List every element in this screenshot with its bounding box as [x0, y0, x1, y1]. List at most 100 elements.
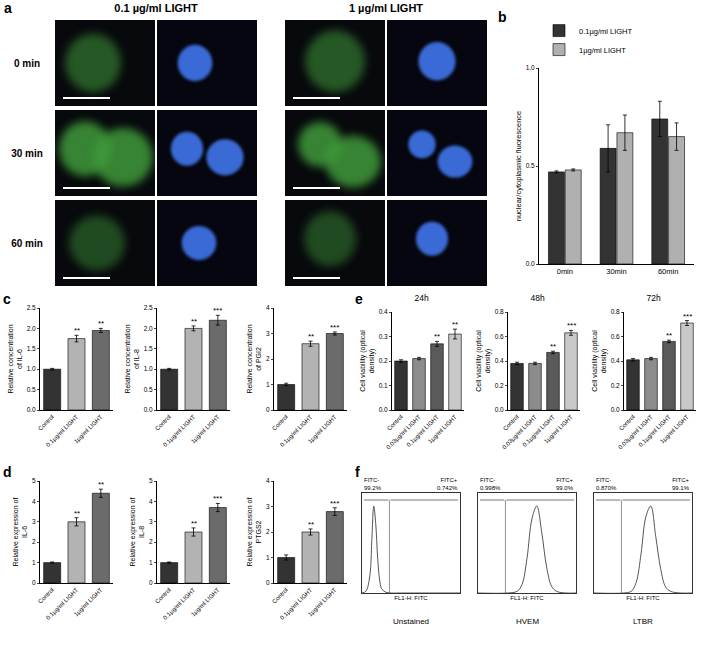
svg-text:1 µg/ml LIGHT: 1 µg/ml LIGHT	[349, 2, 423, 14]
svg-text:1µg/ml LIGHT: 1µg/ml LIGHT	[307, 587, 338, 618]
svg-text:2: 2	[149, 538, 153, 545]
svg-text:Control: Control	[502, 414, 520, 432]
svg-text:0.0: 0.0	[495, 406, 504, 413]
svg-text:2.5: 2.5	[27, 304, 36, 311]
svg-text:3: 3	[266, 330, 270, 337]
svg-text:FITC+0.742%: FITC+0.742%	[437, 477, 458, 491]
svg-text:4: 4	[266, 477, 270, 484]
svg-text:HVEM: HVEM	[516, 617, 539, 626]
svg-text:FITC+99.1%: FITC+99.1%	[672, 477, 690, 491]
svg-text:30 min: 30 min	[11, 148, 43, 159]
svg-text:5: 5	[149, 477, 153, 484]
svg-text:0.0: 0.0	[611, 406, 620, 413]
svg-text:5: 5	[32, 477, 36, 484]
svg-text:0.1: 0.1	[379, 382, 388, 389]
svg-text:0.5: 0.5	[27, 386, 36, 393]
svg-text:0.1µg/ml LIGHT: 0.1µg/ml LIGHT	[638, 414, 673, 449]
svg-text:nuclear/cytoplasmic fluorescen: nuclear/cytoplasmic fluorescence	[514, 111, 523, 221]
svg-text:0.2: 0.2	[611, 382, 620, 389]
svg-text:FITC-0.870%: FITC-0.870%	[596, 477, 617, 491]
svg-text:2: 2	[266, 528, 270, 535]
svg-text:**: **	[74, 326, 80, 335]
svg-text:1µg/ml LIGHT: 1µg/ml LIGHT	[659, 414, 690, 445]
svg-text:LTBR: LTBR	[633, 617, 653, 626]
svg-text:Control: Control	[154, 587, 172, 605]
svg-text:72h: 72h	[647, 293, 661, 303]
svg-text:4: 4	[32, 498, 36, 505]
svg-text:0.3: 0.3	[379, 333, 388, 340]
svg-text:1µg/ml LIGHT: 1µg/ml LIGHT	[190, 587, 221, 618]
svg-text:0.0: 0.0	[526, 260, 535, 267]
svg-text:0.1µg/ml LIGHT: 0.1µg/ml LIGHT	[579, 27, 633, 36]
svg-text:FL1-H: FITC: FL1-H: FITC	[394, 595, 428, 601]
svg-text:Control: Control	[37, 414, 55, 432]
svg-text:1µg/ml LIGHT: 1µg/ml LIGHT	[73, 414, 104, 445]
svg-text:**: **	[308, 332, 314, 341]
svg-text:***: ***	[567, 321, 576, 330]
svg-text:0.8: 0.8	[611, 308, 620, 315]
svg-text:Control: Control	[37, 587, 55, 605]
svg-text:**: **	[191, 317, 197, 326]
svg-text:FITC-99.2%: FITC-99.2%	[364, 477, 382, 491]
svg-text:0.4: 0.4	[495, 357, 504, 364]
svg-text:1: 1	[149, 559, 153, 566]
svg-text:24h: 24h	[415, 293, 429, 303]
svg-text:***: ***	[213, 494, 222, 503]
svg-text:1: 1	[266, 381, 270, 388]
svg-text:1.0: 1.0	[27, 365, 36, 372]
svg-text:2: 2	[32, 538, 36, 545]
svg-text:Control: Control	[618, 414, 636, 432]
svg-text:Cell viability (opticaldensity: Cell viability (opticaldensity)	[359, 330, 376, 392]
svg-text:0: 0	[266, 406, 270, 413]
svg-text:1: 1	[32, 559, 36, 566]
svg-text:1.5: 1.5	[27, 345, 36, 352]
svg-text:0.6: 0.6	[611, 333, 620, 340]
svg-text:1µg/ml LIGHT: 1µg/ml LIGHT	[190, 414, 221, 445]
svg-text:**: **	[74, 509, 80, 518]
svg-text:0.1µg/ml LIGHT: 0.1µg/ml LIGHT	[406, 414, 441, 449]
svg-text:***: ***	[213, 306, 222, 315]
svg-text:0: 0	[32, 579, 36, 586]
svg-text:0: 0	[149, 579, 153, 586]
svg-text:Relative expression ofIL-6: Relative expression ofIL-6	[12, 498, 28, 567]
svg-text:0.0: 0.0	[379, 406, 388, 413]
svg-text:Control: Control	[386, 414, 404, 432]
svg-text:0.1µg/ml LIGHT: 0.1µg/ml LIGHT	[279, 414, 314, 449]
svg-text:0.5: 0.5	[144, 386, 153, 393]
svg-text:4: 4	[266, 304, 270, 311]
svg-text:2: 2	[266, 355, 270, 362]
svg-text:**: **	[550, 342, 556, 351]
svg-text:Control: Control	[271, 414, 289, 432]
svg-text:***: ***	[330, 323, 339, 332]
svg-text:0.6: 0.6	[495, 333, 504, 340]
svg-text:0.1µg/ml LIGHT: 0.1µg/ml LIGHT	[162, 587, 197, 622]
svg-text:1µg/ml LIGHT: 1µg/ml LIGHT	[307, 414, 338, 445]
svg-text:***: ***	[330, 499, 339, 508]
svg-text:2.0: 2.0	[144, 325, 153, 332]
svg-text:FITC+99.0%: FITC+99.0%	[556, 477, 574, 491]
svg-text:Relative expression ofIL-8: Relative expression ofIL-8	[129, 498, 145, 567]
svg-text:1.0: 1.0	[144, 365, 153, 372]
svg-text:0.03µg/ml LIGHT: 0.03µg/ml LIGHT	[385, 414, 422, 451]
svg-text:3: 3	[32, 518, 36, 525]
svg-text:1.0: 1.0	[526, 64, 535, 71]
svg-text:48h: 48h	[531, 293, 545, 303]
svg-text:Relative concentrationof IL-8: Relative concentrationof IL-8	[124, 324, 140, 393]
svg-text:0.03µg/ml LIGHT: 0.03µg/ml LIGHT	[501, 414, 538, 451]
svg-text:0min: 0min	[557, 267, 573, 276]
svg-text:0.1µg/ml LIGHT: 0.1µg/ml LIGHT	[45, 587, 80, 622]
svg-text:**: **	[98, 319, 104, 328]
svg-text:0 min: 0 min	[14, 58, 40, 69]
svg-text:**: **	[434, 332, 440, 341]
svg-text:0.1µg/ml LIGHT: 0.1µg/ml LIGHT	[522, 414, 557, 449]
svg-text:0.4: 0.4	[379, 308, 388, 315]
svg-text:0.1 µg/ml LIGHT: 0.1 µg/ml LIGHT	[114, 2, 198, 14]
svg-text:60 min: 60 min	[11, 238, 43, 249]
svg-text:0.03µg/ml LIGHT: 0.03µg/ml LIGHT	[617, 414, 654, 451]
svg-text:0.2: 0.2	[379, 357, 388, 364]
svg-text:2.0: 2.0	[27, 325, 36, 332]
svg-text:**: **	[98, 480, 104, 489]
svg-text:0.4: 0.4	[611, 357, 620, 364]
svg-text:1.5: 1.5	[144, 345, 153, 352]
svg-text:0.5: 0.5	[526, 162, 535, 169]
